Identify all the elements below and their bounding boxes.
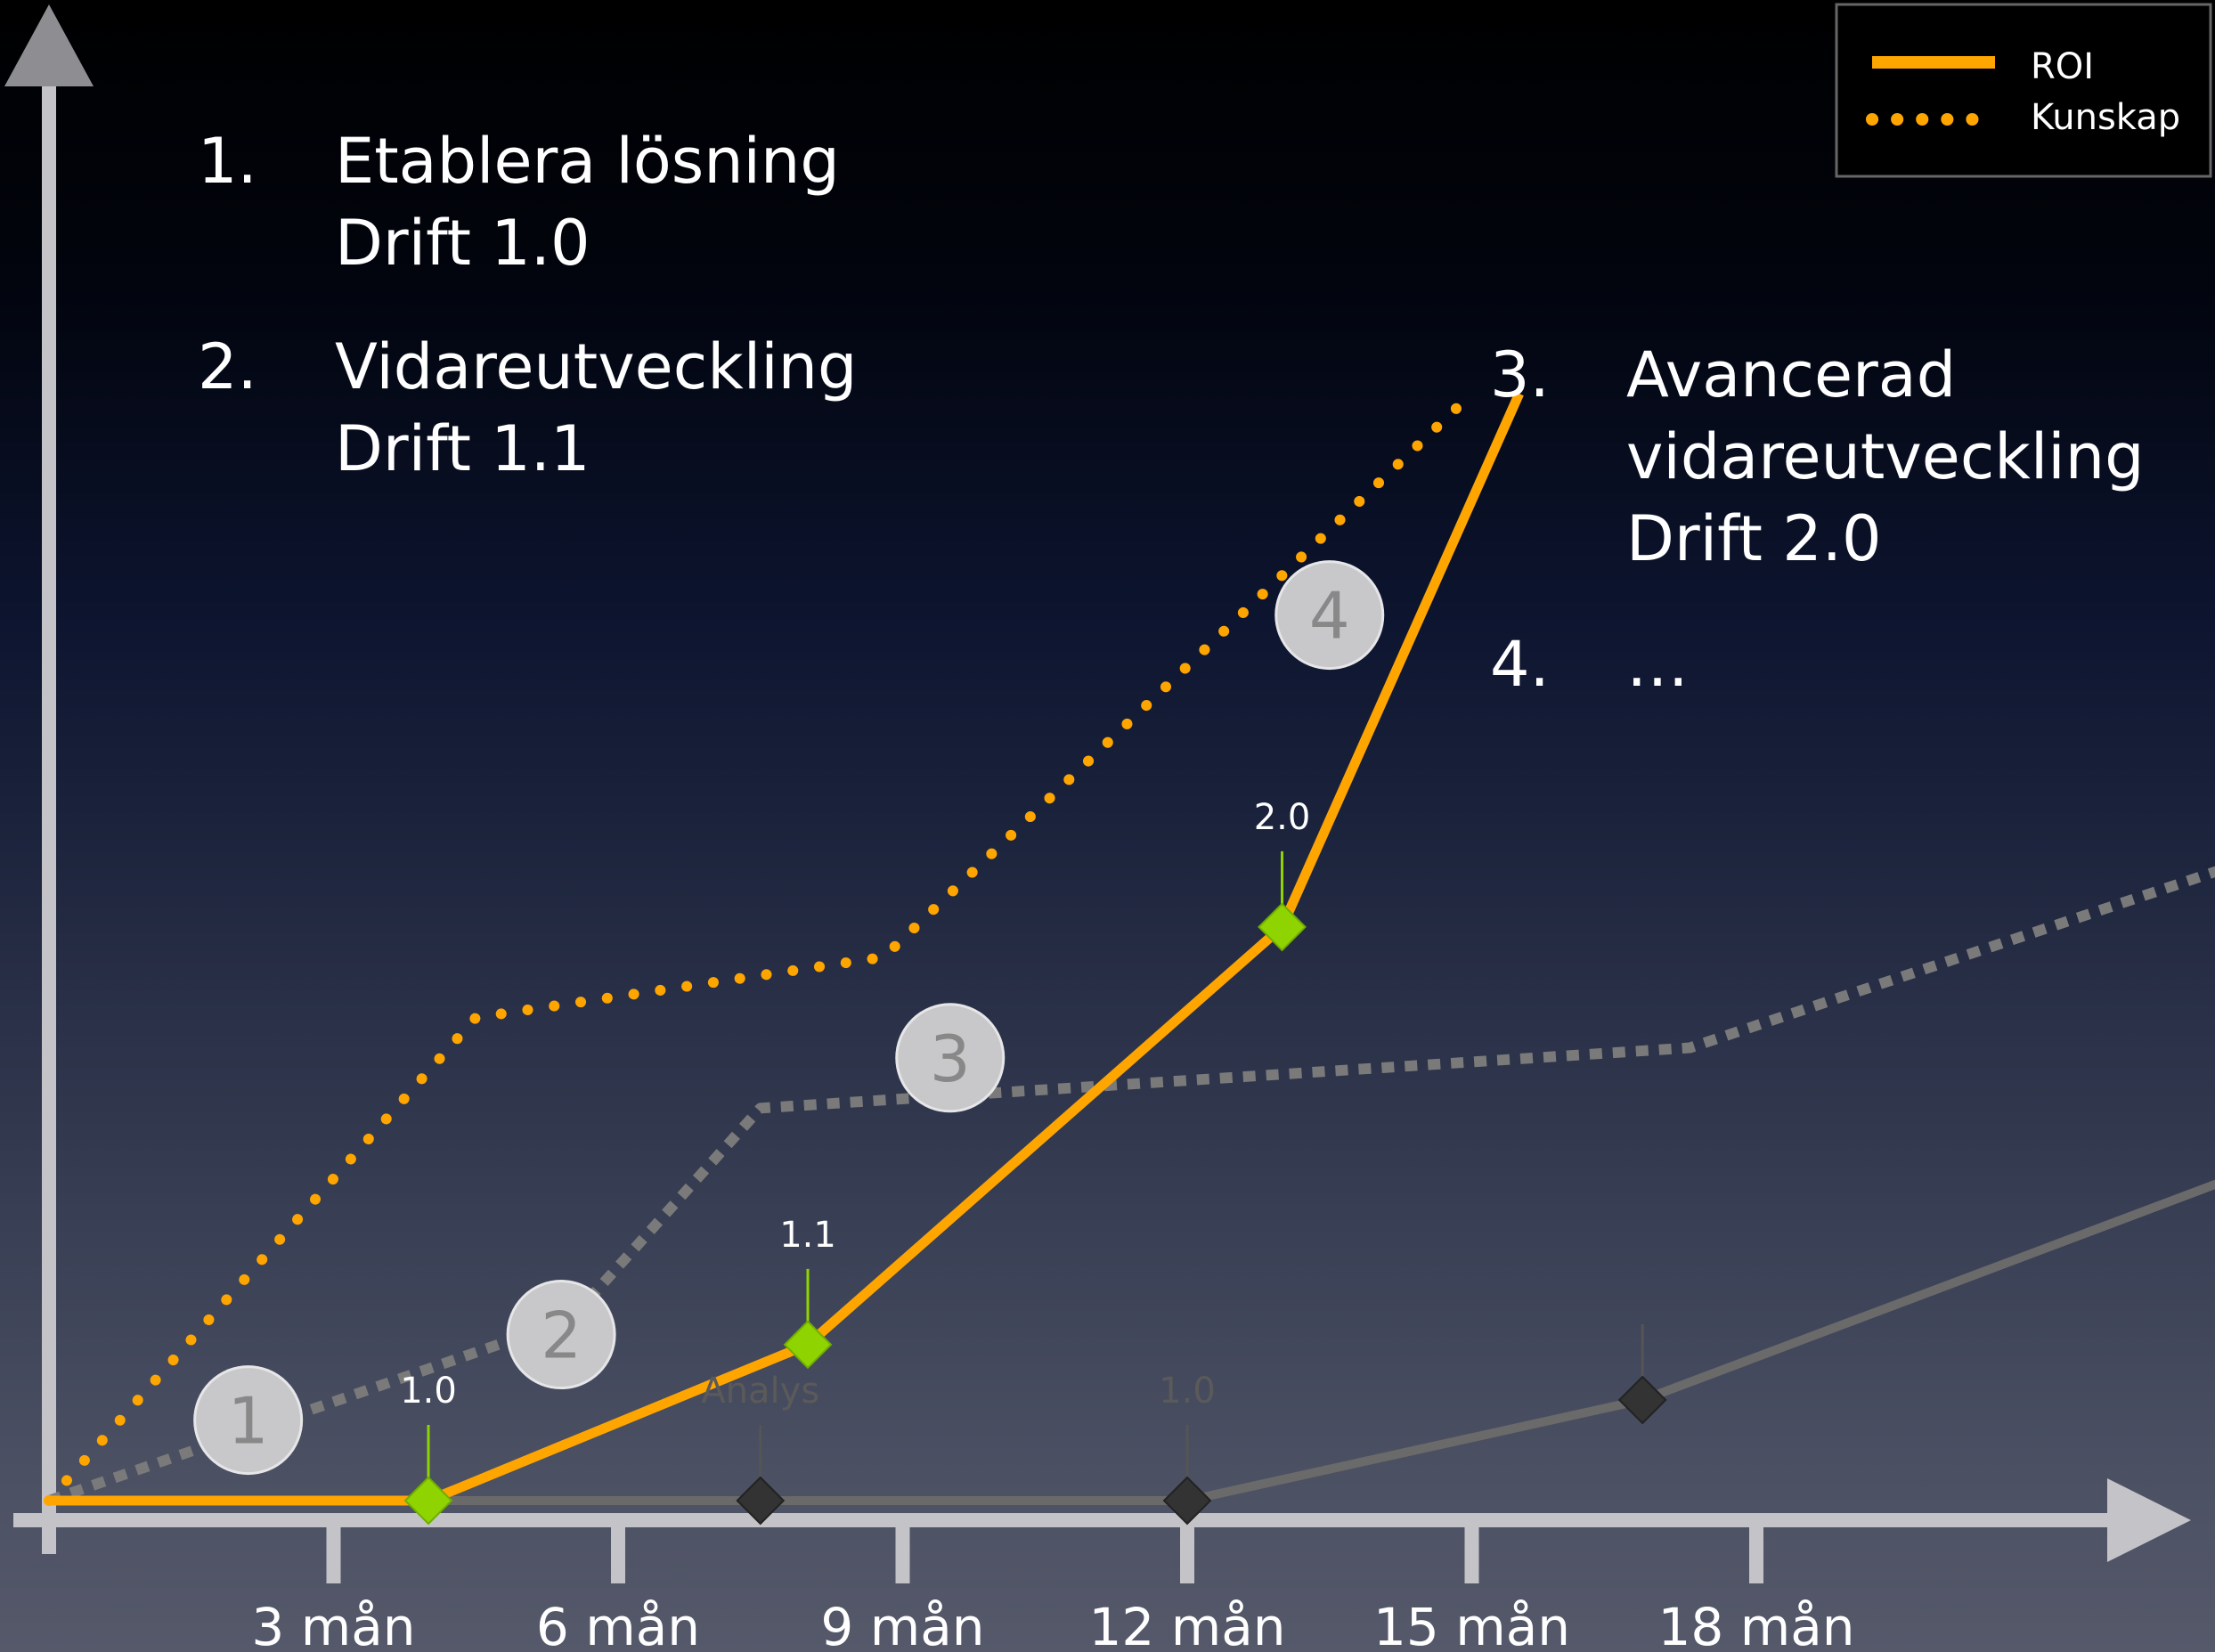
x-tick-label: 3 mån <box>251 1597 415 1652</box>
list-item-3-line-2: vidareutveckling <box>1626 420 2145 493</box>
milestone-label: Analys <box>701 1371 819 1412</box>
milestone-diamond <box>783 1320 833 1370</box>
legend: ROI Kunskap <box>1835 3 2212 178</box>
list-item-4-number: 4. <box>1490 628 1550 701</box>
list-item-3-line-3: Drift 2.0 <box>1626 502 1882 575</box>
phase-number: 1 <box>228 1384 269 1459</box>
x-axis <box>13 1478 2191 1562</box>
phase-circle <box>506 1280 616 1390</box>
phase-circle <box>895 1003 1006 1113</box>
list-right: 3. Avancerad vidareutveckling Drift 2.0 … <box>1490 338 2145 701</box>
series-line-kunskap <box>44 388 1478 1506</box>
legend-roi-label: ROI <box>2031 46 2094 87</box>
list-left: 1. Etablera lösning Drift 1.0 2. Vidareu… <box>198 125 857 485</box>
y-axis-arrow-icon <box>4 4 94 86</box>
phase-circle <box>193 1365 304 1476</box>
x-axis-arrow-icon <box>2107 1478 2191 1562</box>
milestone-diamond <box>736 1476 786 1526</box>
list-item-1-line-2: Drift 1.0 <box>335 207 590 280</box>
phase-number: 3 <box>930 1021 971 1096</box>
x-tick-label: 9 mån <box>820 1597 984 1652</box>
list-item-4-line-1: … <box>1626 628 1689 701</box>
milestone-diamond <box>403 1476 453 1526</box>
list-item-2-line-2: Drift 1.1 <box>335 412 590 485</box>
legend-box <box>1835 3 2212 178</box>
series-layer <box>44 388 2215 1506</box>
x-ticks: 3 mån 6 mån 9 mån 12 mån 15 mån 18 mån <box>251 1526 1855 1652</box>
list-item-2-number: 2. <box>198 330 257 403</box>
phase-number: 2 <box>541 1298 582 1373</box>
x-tick-label: 6 mån <box>536 1597 700 1652</box>
phase-number: 4 <box>1309 579 1350 654</box>
x-tick-label: 18 mån <box>1657 1597 1854 1652</box>
y-axis <box>4 4 94 1554</box>
milestone-layer: 1.0 1.1 2.0 Analys 1.0 <box>400 797 1667 1526</box>
milestone-diamond <box>1162 1476 1212 1526</box>
list-item-3-line-1: Avancerad <box>1626 338 1956 411</box>
x-tick-label: 15 mån <box>1373 1597 1570 1652</box>
milestone-diamond <box>1617 1375 1667 1425</box>
series-line-unnamed-2 <box>47 866 2215 1506</box>
legend-kunskap-label: Kunskap <box>2031 97 2180 138</box>
milestone-label: 1.1 <box>779 1215 836 1256</box>
series-line-unnamed-3 <box>49 1179 2215 1505</box>
milestone-label: 1.0 <box>400 1371 457 1412</box>
list-item-3-number: 3. <box>1490 338 1550 411</box>
milestone-diamond <box>1258 902 1307 952</box>
x-tick-label: 12 mån <box>1088 1597 1285 1652</box>
phase-circle <box>1274 560 1385 671</box>
milestone-label: 2.0 <box>1254 797 1311 838</box>
milestone-label: 1.0 <box>1159 1371 1216 1412</box>
phase-markers: 1 2 3 4 <box>193 560 1385 1476</box>
list-item-1-number: 1. <box>198 125 257 198</box>
list-item-2-line-1: Vidareutveckling <box>335 330 857 403</box>
list-item-1-line-1: Etablera lösning <box>335 125 840 198</box>
